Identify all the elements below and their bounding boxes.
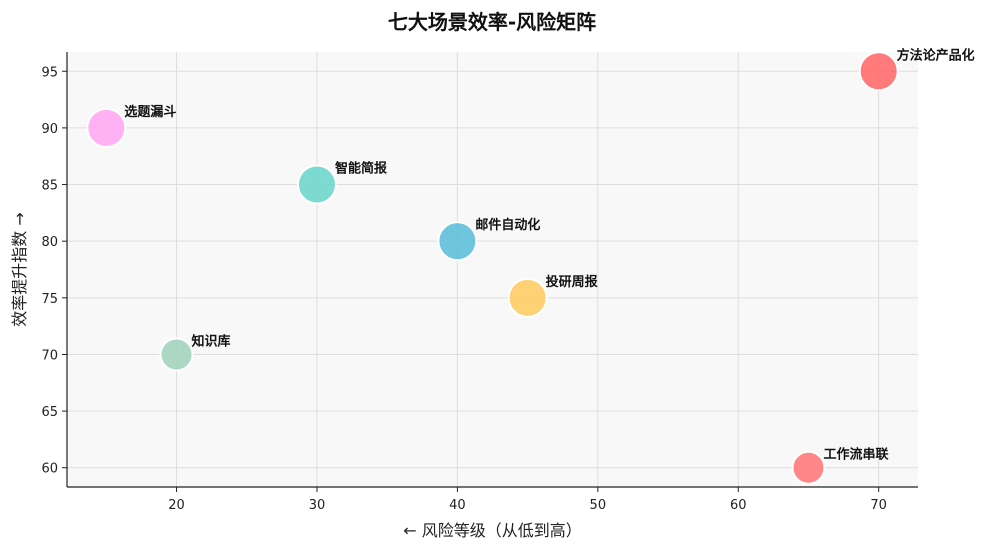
y-tick-label: 80 (41, 235, 58, 250)
point-label: 投研周报 (546, 274, 599, 290)
x-tick-label: 40 (449, 498, 466, 513)
y-axis-label: 效率提升指数 → (10, 212, 29, 327)
point-label: 工作流串联 (823, 447, 888, 463)
data-point (858, 51, 899, 92)
data-point (86, 107, 127, 148)
data-point (296, 164, 337, 205)
x-tick-label: 20 (168, 498, 185, 513)
x-tick-label: 30 (309, 498, 326, 513)
y-tick-label: 60 (41, 462, 58, 477)
point-label: 智能简报 (335, 161, 388, 177)
y-tick-label: 95 (41, 65, 58, 80)
plot-area (67, 52, 918, 487)
axes (62, 52, 918, 492)
data-point (507, 277, 548, 318)
x-tick-label: 70 (870, 498, 887, 513)
y-tick-label: 65 (41, 405, 58, 420)
data-point (159, 337, 194, 372)
x-axis-label: ← 风险等级（从低到高） (403, 521, 582, 540)
point-label: 知识库 (192, 333, 231, 349)
point-label: 邮件自动化 (475, 217, 540, 233)
point-label: 方法论产品化 (897, 47, 975, 63)
x-tick-label: 50 (590, 498, 607, 513)
y-tick-label: 90 (41, 122, 58, 137)
chart-title: 七大场景效率-风险矩阵 (388, 10, 596, 34)
point-label: 选题漏斗 (124, 104, 176, 120)
grid (67, 52, 918, 487)
tick-labels: 20 30 40 50 60 70 60 65 70 75 80 85 90 95 (41, 65, 887, 513)
x-tick-label: 60 (730, 498, 747, 513)
y-tick-label: 85 (41, 179, 58, 194)
data-point (791, 450, 826, 485)
data-point (437, 221, 478, 262)
y-tick-label: 70 (41, 348, 58, 363)
y-tick-label: 75 (41, 292, 58, 307)
